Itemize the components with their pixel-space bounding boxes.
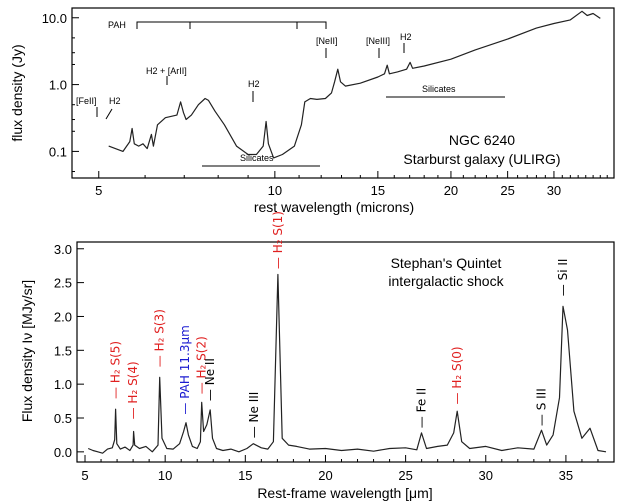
- line-label: — PAH 11.3μm: [178, 325, 192, 414]
- bottom-y-ticks: 0.0 0.5 1.0 1.5 2.0 2.5 3.0: [54, 242, 84, 460]
- neii-label: [NeII]: [316, 36, 338, 46]
- line-label: — Si II: [556, 259, 570, 297]
- bottom-x-tick-label: 35: [559, 468, 573, 483]
- h2-tick-1: [105, 108, 113, 120]
- line-label: — H₂ S(0): [450, 346, 464, 404]
- chart-ngc6240: 5 10 15 20 25 30 10.0 1.0 0.1 rest wavelength (…: [9, 7, 615, 215]
- top-x-tick-label: 15: [371, 183, 385, 198]
- bottom-plot-frame: [76, 241, 615, 463]
- bottom-y-tick-label: 0.0: [54, 445, 72, 460]
- top-y-tick-label: 1.0: [49, 78, 67, 93]
- bottom-y-tick-label: 1.0: [54, 377, 72, 392]
- top-x-tick-label: 10: [268, 183, 282, 198]
- top-spectrum-line: [108, 10, 601, 159]
- top-object-name: NGC 6240: [449, 132, 515, 148]
- top-plot-frame: [71, 7, 615, 179]
- feii-label: [FeII]: [76, 96, 97, 106]
- line-label: — H₂ S(1): [271, 211, 285, 269]
- bottom-y-tick-label: 1.5: [54, 343, 72, 358]
- pah-bracket: [136, 21, 327, 29]
- h2-arii-label: H2 + [ArII]: [146, 66, 187, 76]
- top-x-tick-label: 5: [95, 183, 102, 198]
- bottom-y-tick-label: 2.5: [54, 276, 72, 291]
- chart-stephans-quintet: 5 10 15 20 25 30 35 0.0 0.5 1.0 1.5 2.0 2.5 3.0 Rest…: [19, 211, 615, 501]
- bottom-x-tick-label: 25: [398, 468, 412, 483]
- bottom-object-name: Stephan's Quintet: [391, 255, 502, 271]
- top-y-tick-label: 10.0: [42, 11, 67, 26]
- top-x-ticks: 5 10 15 20 25 30: [95, 171, 615, 198]
- h2-label-1: H2: [109, 96, 121, 106]
- bottom-x-tick-label: 20: [318, 468, 332, 483]
- top-x-tick-label: 20: [444, 183, 458, 198]
- line-label: — Ne III: [247, 392, 261, 439]
- line-label: — H₂ S(2): [195, 336, 209, 394]
- bottom-x-tick-label: 10: [158, 468, 172, 483]
- top-object-type: Starburst galaxy (ULIRG): [403, 151, 560, 167]
- line-label: — Fe II: [415, 388, 429, 428]
- bottom-x-tick-label: 15: [238, 468, 252, 483]
- line-label: — Ne II: [203, 358, 217, 401]
- top-x-tick-label: 25: [500, 183, 514, 198]
- h2-label-3: H2: [400, 32, 412, 42]
- bottom-y-tick-label: 0.5: [54, 411, 72, 426]
- bottom-line-labels: — H₂ S(5) — H₂ S(4)— H₂ S(3) — PAH 11.3μm —…: [109, 211, 571, 438]
- bottom-x-axis-label: Rest-frame wavelength [μm]: [257, 485, 432, 501]
- bottom-x-tick-label: 5: [81, 468, 88, 483]
- bottom-y-tick-label: 3.0: [54, 242, 72, 257]
- bottom-y-axis-label: Flux density Iν [MJy/sr]: [19, 280, 35, 422]
- top-y-axis-label: flux density (Jy): [9, 44, 25, 141]
- top-x-axis-label: rest wavelength (microns): [254, 199, 414, 215]
- h2-label-2: H2: [248, 79, 260, 89]
- bottom-object-type: intergalactic shock: [388, 273, 504, 289]
- bottom-x-tick-label: 30: [479, 468, 493, 483]
- bottom-spectrum-line: [87, 273, 607, 454]
- silicates-label-2: Silicates: [240, 153, 274, 163]
- top-y-ticks: 10.0 1.0 0.1: [42, 11, 79, 173]
- bottom-x-ticks: 5 10 15 20 25 30 35: [81, 455, 599, 483]
- top-y-tick-label: 0.1: [49, 144, 67, 159]
- top-annotations: PAH [FeII] H2 H2 + [ArII] H2 [NeII] [NeI…: [76, 20, 561, 167]
- bottom-y-tick-label: 2.0: [54, 309, 72, 324]
- silicates-label-1: Silicates: [422, 84, 456, 94]
- neiii-label: [NeIII]: [366, 36, 390, 46]
- line-label: — H₂ S(5): [109, 341, 123, 399]
- line-label: — H₂ S(3): [153, 309, 167, 367]
- line-label: — H₂ S(4): [126, 361, 140, 419]
- pah-label: PAH: [108, 20, 126, 30]
- line-label: — S III: [535, 388, 549, 426]
- top-x-tick-label: 30: [547, 183, 561, 198]
